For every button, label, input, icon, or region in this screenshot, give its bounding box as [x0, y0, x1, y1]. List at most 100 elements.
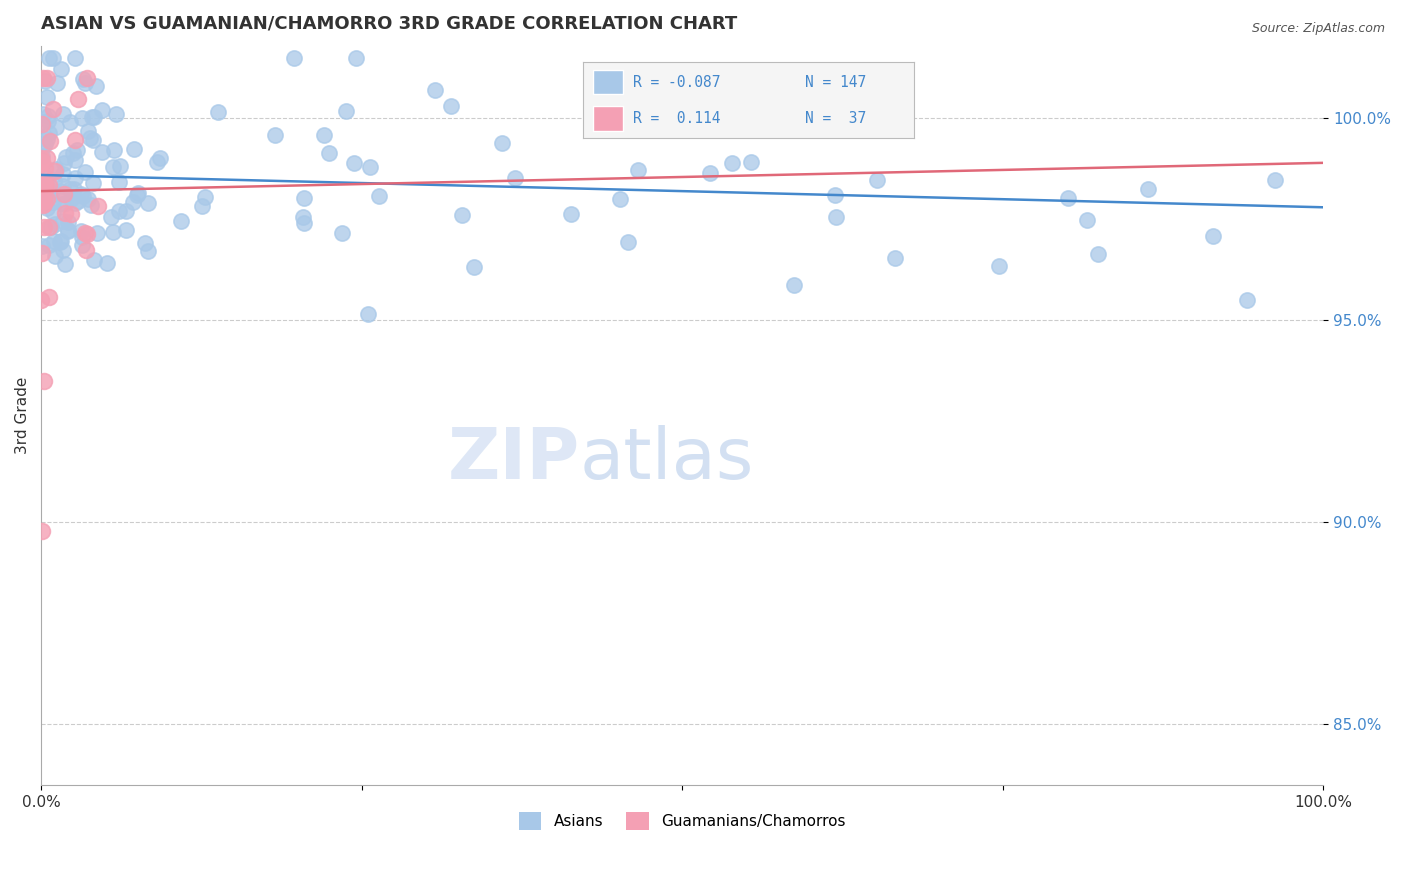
Point	[75, 77, 97, 91]
Text: ZIP: ZIP	[447, 425, 579, 494]
FancyBboxPatch shape	[593, 70, 623, 95]
Point	[264, 128, 287, 142]
Point	[34, 73, 56, 87]
Point	[52, 214, 75, 228]
Text: atlas: atlas	[579, 425, 754, 494]
Point	[136, 244, 159, 259]
Point	[31, 151, 53, 165]
Text: R = -0.087: R = -0.087	[633, 75, 720, 90]
Point	[194, 190, 217, 204]
Point	[609, 192, 631, 206]
Point	[91, 103, 114, 117]
Point	[283, 51, 305, 65]
Y-axis label: 3rd Grade: 3rd Grade	[15, 376, 30, 454]
Point	[45, 162, 67, 177]
Point	[31, 198, 53, 212]
Point	[70, 187, 93, 202]
Point	[32, 70, 55, 85]
Point	[100, 210, 122, 224]
Point	[31, 245, 53, 260]
Point	[63, 51, 86, 65]
Point	[1087, 247, 1109, 261]
Point	[83, 253, 105, 268]
Point	[450, 208, 472, 222]
Point	[77, 124, 100, 138]
Point	[291, 210, 314, 224]
Point	[52, 167, 75, 181]
Point	[63, 133, 86, 147]
Point	[31, 149, 53, 163]
Point	[65, 196, 87, 211]
Point	[32, 191, 55, 205]
Point	[191, 199, 214, 213]
Point	[34, 194, 56, 209]
Point	[70, 237, 93, 252]
Point	[90, 145, 112, 159]
Point	[318, 146, 340, 161]
Point	[52, 243, 75, 257]
Point	[66, 143, 89, 157]
Point	[883, 252, 905, 266]
Point	[42, 194, 65, 209]
Point	[125, 188, 148, 202]
Point	[34, 190, 56, 204]
Point	[67, 194, 90, 208]
Point	[740, 155, 762, 169]
Point	[37, 132, 59, 146]
Point	[38, 134, 60, 148]
Point	[127, 186, 149, 200]
Point	[39, 185, 62, 199]
Point	[75, 244, 97, 258]
Point	[108, 159, 131, 173]
Point	[52, 107, 75, 121]
Point	[825, 210, 848, 224]
Point	[96, 256, 118, 270]
Point	[51, 184, 73, 198]
Point	[122, 195, 145, 210]
Point	[76, 70, 98, 85]
Point	[136, 196, 159, 211]
Point	[627, 163, 650, 178]
Point	[42, 234, 65, 248]
Point	[1264, 173, 1286, 187]
Point	[31, 140, 53, 154]
Point	[37, 113, 59, 128]
Point	[55, 150, 77, 164]
Point	[107, 203, 129, 218]
Point	[59, 114, 82, 128]
Point	[344, 51, 367, 65]
Point	[440, 99, 463, 113]
Point	[38, 290, 60, 304]
Point	[330, 227, 353, 241]
Point	[82, 176, 104, 190]
Point	[37, 171, 59, 186]
Point	[423, 83, 446, 97]
Point	[37, 202, 59, 216]
Point	[72, 229, 94, 244]
Point	[35, 192, 58, 206]
Point	[101, 225, 124, 239]
Point	[75, 164, 97, 178]
Point	[58, 224, 80, 238]
Point	[44, 249, 66, 263]
Point	[31, 157, 53, 171]
Point	[31, 117, 53, 131]
Point	[38, 126, 60, 140]
Point	[35, 151, 58, 165]
Point	[48, 235, 70, 249]
Point	[79, 130, 101, 145]
Point	[124, 142, 146, 156]
Point	[115, 223, 138, 237]
Point	[107, 175, 129, 189]
Point	[782, 278, 804, 293]
Point	[42, 51, 65, 65]
Point	[70, 112, 93, 126]
Point	[52, 179, 75, 194]
Point	[1136, 181, 1159, 195]
Point	[44, 217, 66, 231]
Point	[77, 193, 100, 207]
Point	[63, 181, 86, 195]
Point	[114, 204, 136, 219]
Point	[35, 182, 58, 196]
Point	[52, 156, 75, 170]
